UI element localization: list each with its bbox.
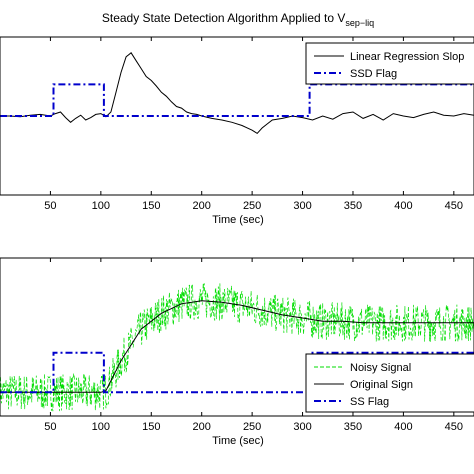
x-tick-label: 100 <box>92 421 110 433</box>
x-tick-label: 250 <box>243 200 261 212</box>
bottom-chart-panel: 50 100 150 200 250 300 350 400 450 Time (sec) Nois… <box>0 257 474 447</box>
legend-box <box>305 42 474 85</box>
x-tick-label: 200 <box>193 421 211 433</box>
x-tick-label: 450 <box>445 200 463 212</box>
x-tick-label: 50 <box>44 421 56 433</box>
x-tick-label: 200 <box>193 200 211 212</box>
x-axis-label: Time (sec) <box>212 435 264 447</box>
legend-entry: SS Flag <box>350 396 389 408</box>
axes-frame <box>0 257 474 417</box>
legend-entry: SSD Flag <box>350 68 397 80</box>
x-axis-label: Time (sec) <box>212 214 264 226</box>
figure-title: Steady State Detection Algorithm Applied… <box>102 11 374 28</box>
x-tick-label: 400 <box>394 200 412 212</box>
series-line-linear-regression-slop <box>0 52 474 135</box>
figure-title-main: Steady State Detection Algorithm Applied… <box>102 11 345 25</box>
x-tick-label: 300 <box>293 200 311 212</box>
x-tick-label: 100 <box>92 200 110 212</box>
x-tick-label: 50 <box>44 200 56 212</box>
x-tick-label: 350 <box>344 421 362 433</box>
legend-entry: Linear Regression Slop <box>350 51 464 63</box>
x-tick-label: 450 <box>445 421 463 433</box>
axes-frame <box>0 36 474 196</box>
legend-box <box>305 353 474 413</box>
series-line-original-sign <box>0 300 474 393</box>
figure-title-subscript: sep−liq <box>345 18 374 28</box>
legend-entry: Noisy Signal <box>350 362 411 374</box>
series-line-ssd-flag <box>0 83 474 117</box>
x-tick-label: 250 <box>243 421 261 433</box>
top-chart-panel: 50 100 150 200 250 300 350 400 450 Time (sec) Line… <box>0 36 474 226</box>
legend-entry: Original Sign <box>350 379 413 391</box>
x-tick-label: 150 <box>142 421 160 433</box>
x-tick-label: 350 <box>344 200 362 212</box>
x-tick-label: 300 <box>293 421 311 433</box>
series-line-noisy-signal <box>0 283 474 412</box>
x-tick-label: 400 <box>394 421 412 433</box>
x-tick-label: 150 <box>142 200 160 212</box>
